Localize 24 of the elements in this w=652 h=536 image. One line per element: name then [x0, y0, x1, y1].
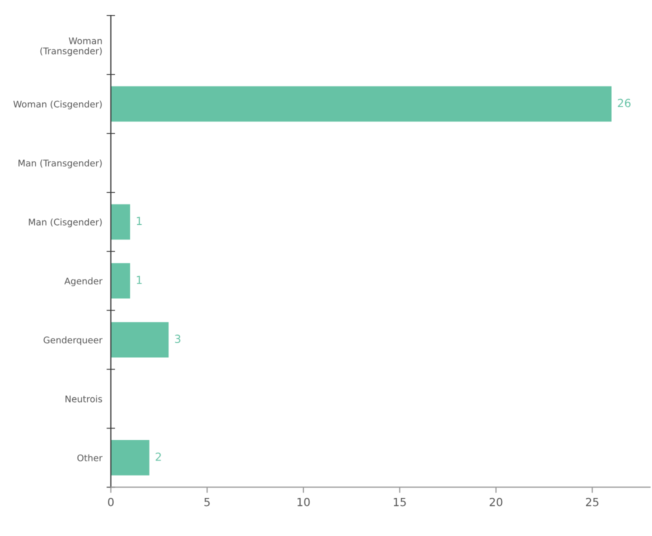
data-label: 26 — [618, 98, 631, 108]
y-tick-label: Man (Transgender) — [18, 160, 102, 168]
bar — [110, 263, 130, 299]
bar — [110, 440, 150, 476]
bar — [110, 322, 169, 358]
data-label: 2 — [156, 452, 161, 461]
y-tick-label: Agender — [64, 277, 103, 286]
x-tick-label: 10 — [298, 498, 310, 506]
y-tick-label: Genderqueer — [44, 336, 103, 346]
x-tick-label: 0 — [108, 498, 114, 506]
data-label: 1 — [136, 276, 142, 284]
y-tick-label: Other — [77, 454, 103, 462]
x-tick-label: 15 — [394, 498, 406, 506]
y-tick-label: Neutrois — [66, 395, 102, 402]
y-tick-label: Man (Cisgender) — [28, 218, 102, 228]
x-tick-label: 5 — [204, 498, 210, 506]
x-tick-label: 25 — [586, 498, 598, 506]
y-tick-label: Woman (Transgender) — [40, 38, 102, 56]
x-tick-label: 20 — [490, 498, 502, 506]
bar — [110, 86, 612, 122]
data-label: 3 — [175, 334, 180, 344]
data-label: 1 — [136, 216, 142, 225]
y-tick-label: Woman (Cisgender) — [13, 100, 102, 110]
bar — [110, 204, 130, 240]
